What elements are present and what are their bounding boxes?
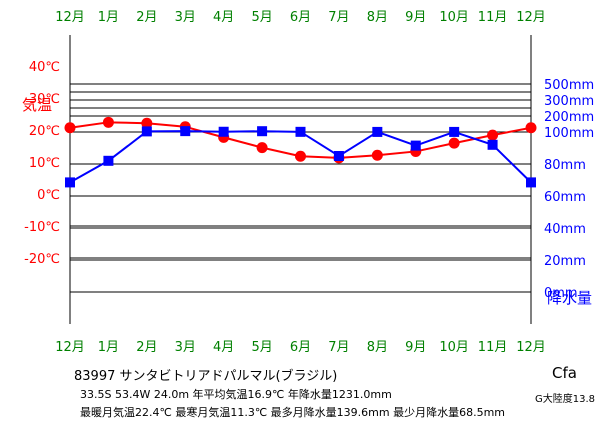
- temperature-tick-label: -10℃: [24, 220, 60, 235]
- temperature-axis-label: 気温: [22, 96, 52, 114]
- precipitation-point: [141, 126, 152, 137]
- temperature-tick-label: 40℃: [29, 60, 60, 75]
- month-label-top: 10月: [439, 10, 469, 25]
- month-label-bottom: 10月: [439, 340, 469, 355]
- precipitation-point: [372, 126, 383, 137]
- month-label-top: 4月: [213, 10, 234, 25]
- precipitation-tick-label: 300mm: [544, 94, 594, 109]
- month-label-bottom: 7月: [328, 340, 349, 355]
- temperature-tick-label: 20℃: [29, 124, 60, 139]
- month-label-bottom: 12月: [516, 340, 546, 355]
- month-label-bottom: 8月: [367, 340, 388, 355]
- station-stats-line1: 33.5S 53.4W 24.0m 年平均気温16.9℃ 年降水量1231.0m…: [80, 388, 392, 401]
- month-label-top: 2月: [136, 10, 157, 25]
- precipitation-point: [333, 151, 344, 161]
- precipitation-point: [410, 140, 421, 151]
- temperature-point: [371, 149, 383, 161]
- precipitation-point: [65, 177, 75, 188]
- month-label-bottom: 3月: [175, 340, 196, 355]
- temperature-point: [487, 129, 499, 141]
- month-label-bottom: 11月: [478, 340, 508, 355]
- temperature-point: [64, 122, 76, 134]
- precipitation-point: [180, 126, 191, 137]
- month-label-top: 9月: [405, 10, 426, 25]
- temperature-point: [295, 150, 306, 162]
- precipitation-series: [65, 126, 536, 188]
- precipitation-tick-label: 200mm: [544, 110, 594, 125]
- month-label-bottom: 5月: [251, 340, 272, 355]
- precipitation-axis-label: 降水量: [547, 289, 592, 307]
- precipitation-point: [449, 126, 460, 137]
- station-title: 83997 サンタビトリアドパルマル(ブラジル): [74, 369, 338, 384]
- month-label-bottom: 1月: [98, 340, 119, 355]
- precipitation-tick-label: 20mm: [544, 254, 586, 269]
- temperature-point: [102, 116, 114, 128]
- precipitation-point: [487, 139, 498, 150]
- precipitation-point: [218, 126, 229, 137]
- month-label-bottom: 12月: [55, 340, 85, 355]
- precipitation-tick-label: 80mm: [544, 158, 586, 173]
- precipitation-tick-label: 40mm: [544, 222, 586, 237]
- climate-class: Cfa: [552, 364, 577, 382]
- month-label-top: 8月: [367, 10, 388, 25]
- temperature-tick-label: -20℃: [24, 252, 60, 267]
- chart-grid: [69, 35, 532, 324]
- temperature-point: [525, 122, 537, 134]
- temperature-point: [448, 137, 460, 149]
- precipitation-tick-label: 60mm: [544, 190, 586, 205]
- precipitation-point: [103, 155, 114, 166]
- month-label-top: 12月: [55, 10, 85, 25]
- month-label-top: 3月: [175, 10, 196, 25]
- temperature-point: [256, 142, 268, 154]
- temperature-tick-label: 10℃: [29, 156, 60, 171]
- precipitation-point: [526, 177, 536, 188]
- precipitation-tick-label: 500mm: [544, 78, 594, 93]
- month-label-top: 7月: [328, 10, 349, 25]
- month-label-bottom: 4月: [213, 340, 234, 355]
- precipitation-point: [257, 126, 268, 137]
- month-label-top: 6月: [290, 10, 311, 25]
- temperature-tick-label: 30℃: [29, 92, 60, 107]
- precipitation-tick-label: 0mm: [544, 286, 578, 301]
- month-label-bottom: 2月: [136, 340, 157, 355]
- continentality-index: G大陸度13.8: [535, 394, 596, 405]
- month-label-top: 11月: [478, 10, 508, 25]
- month-labels: 12月 1月 2月 3月 4月 5月 6月 7月 8月 9月 10月 11月 12月 12月 1月 2月 3月 4…: [55, 10, 546, 355]
- temperature-axis: 40℃ 30℃ 20℃ 10℃ 0℃ -10℃ -20℃ 気温: [22, 60, 60, 267]
- precipitation-tick-label: 100mm: [544, 126, 594, 141]
- month-label-top: 1月: [98, 10, 119, 25]
- month-label-top: 12月: [516, 10, 546, 25]
- month-label-top: 5月: [251, 10, 272, 25]
- temperature-tick-label: 0℃: [37, 188, 60, 203]
- station-stats-line2: 最暖月気温22.4℃ 最寒月気温11.3℃ 最多月降水量139.6mm 最少月降…: [80, 406, 506, 419]
- precipitation-point: [295, 126, 306, 137]
- temperature-point: [141, 117, 153, 129]
- month-label-bottom: 9月: [405, 340, 426, 355]
- month-label-bottom: 6月: [290, 340, 311, 355]
